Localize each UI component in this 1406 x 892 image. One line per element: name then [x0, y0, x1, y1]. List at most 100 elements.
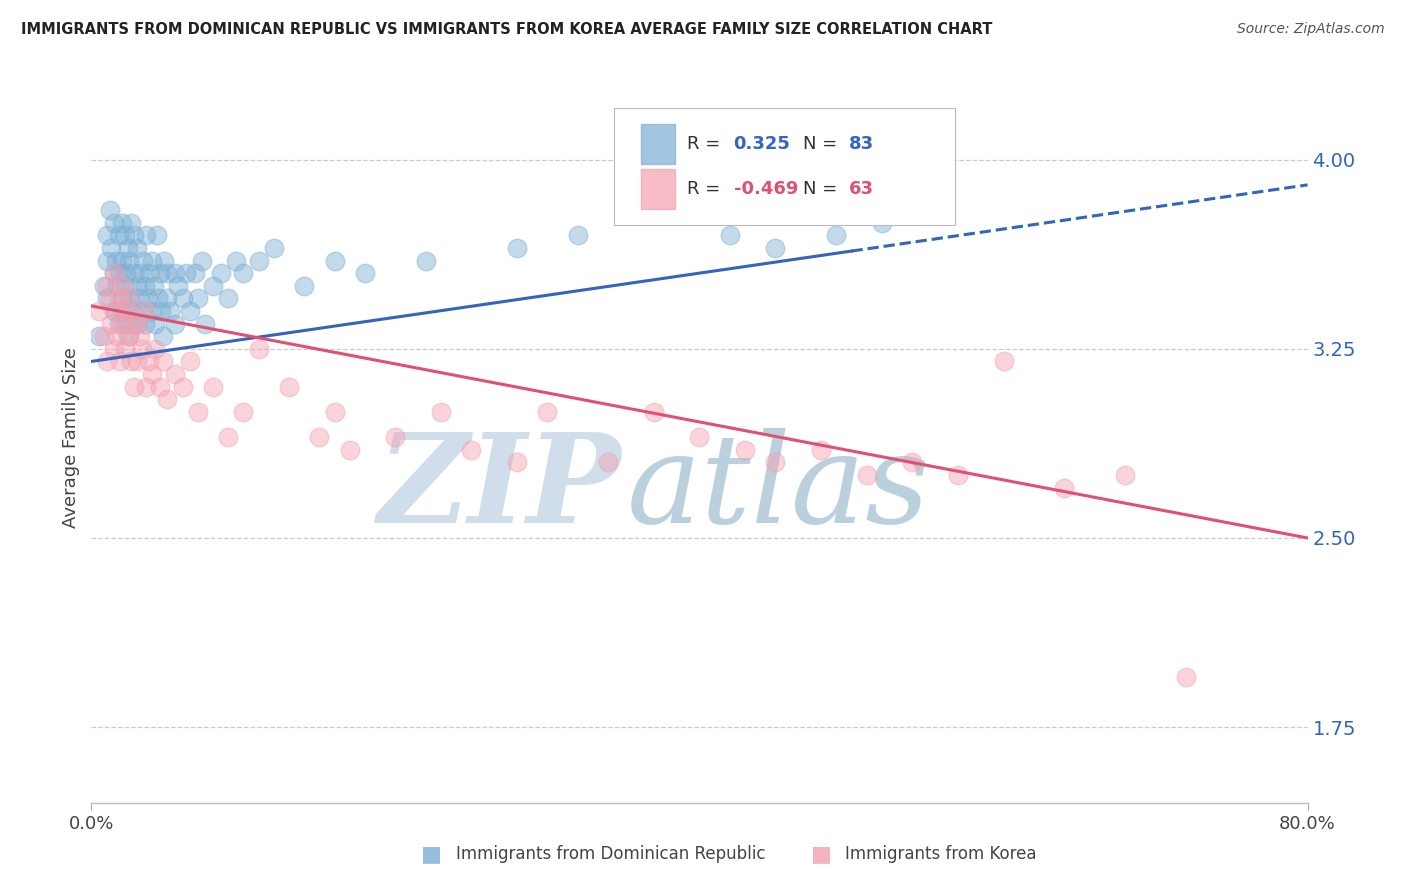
- Point: [506, 455, 529, 469]
- Point: [125, 317, 148, 331]
- Point: [107, 317, 129, 331]
- Point: [1053, 481, 1076, 495]
- Point: [118, 329, 141, 343]
- Point: [202, 379, 225, 393]
- Point: [122, 266, 145, 280]
- Point: [125, 317, 148, 331]
- Point: [135, 379, 157, 393]
- Point: [263, 241, 285, 255]
- Point: [110, 354, 132, 368]
- Point: [143, 342, 166, 356]
- FancyBboxPatch shape: [641, 124, 675, 164]
- Text: ZIP: ZIP: [377, 427, 620, 549]
- Text: N =: N =: [803, 180, 842, 198]
- Point: [308, 430, 330, 444]
- Point: [163, 266, 186, 280]
- Point: [111, 253, 134, 268]
- Point: [100, 317, 122, 331]
- Point: [145, 228, 167, 243]
- Point: [141, 367, 163, 381]
- Point: [191, 253, 214, 268]
- Point: [120, 216, 142, 230]
- Point: [536, 405, 558, 419]
- Point: [120, 354, 142, 368]
- Point: [104, 304, 127, 318]
- Y-axis label: Average Family Size: Average Family Size: [62, 347, 80, 527]
- Point: [718, 228, 741, 243]
- Point: [111, 304, 134, 318]
- Point: [152, 354, 174, 368]
- Text: R =: R =: [688, 136, 727, 153]
- Point: [643, 405, 665, 419]
- Point: [217, 430, 239, 444]
- Point: [159, 304, 181, 318]
- Point: [131, 342, 153, 356]
- Point: [117, 241, 139, 255]
- Point: [430, 405, 453, 419]
- Point: [415, 253, 437, 268]
- Point: [993, 354, 1015, 368]
- Point: [765, 241, 787, 255]
- Point: [187, 405, 209, 419]
- Point: [354, 266, 377, 280]
- Point: [278, 379, 301, 393]
- Point: [114, 228, 136, 243]
- Point: [115, 304, 138, 318]
- Point: [111, 216, 134, 230]
- Point: [128, 291, 150, 305]
- Point: [292, 278, 315, 293]
- Point: [104, 253, 127, 268]
- Point: [156, 266, 179, 280]
- Point: [125, 278, 148, 293]
- Point: [901, 455, 924, 469]
- Point: [810, 442, 832, 457]
- Point: [149, 379, 172, 393]
- Point: [855, 467, 877, 482]
- Point: [134, 278, 156, 293]
- Point: [156, 291, 179, 305]
- Point: [167, 278, 190, 293]
- Point: [339, 442, 361, 457]
- Point: [143, 317, 166, 331]
- Point: [179, 304, 201, 318]
- Point: [232, 405, 254, 419]
- Point: [103, 342, 125, 356]
- Point: [110, 266, 132, 280]
- Point: [122, 379, 145, 393]
- Point: [131, 304, 153, 318]
- Point: [187, 291, 209, 305]
- Point: [225, 253, 247, 268]
- Point: [96, 228, 118, 243]
- Point: [247, 253, 270, 268]
- Point: [179, 354, 201, 368]
- Point: [598, 455, 620, 469]
- Point: [323, 405, 346, 419]
- Point: [111, 291, 134, 305]
- Point: [93, 278, 115, 293]
- Point: [111, 317, 134, 331]
- Point: [87, 329, 110, 343]
- Point: [118, 291, 141, 305]
- Point: [567, 228, 589, 243]
- Point: [122, 228, 145, 243]
- Point: [870, 216, 893, 230]
- Point: [98, 291, 121, 305]
- Point: [105, 329, 128, 343]
- Point: [232, 266, 254, 280]
- Point: [734, 442, 756, 457]
- Point: [115, 317, 138, 331]
- Point: [1174, 670, 1197, 684]
- Point: [1114, 467, 1136, 482]
- Point: [96, 253, 118, 268]
- Point: [172, 379, 194, 393]
- Point: [114, 342, 136, 356]
- Point: [153, 253, 176, 268]
- Point: [135, 228, 157, 243]
- Text: ■: ■: [422, 844, 443, 864]
- Point: [150, 304, 173, 318]
- Text: atlas: atlas: [627, 427, 929, 549]
- Point: [96, 278, 118, 293]
- Point: [103, 266, 125, 280]
- Text: R =: R =: [688, 180, 727, 198]
- Point: [384, 430, 406, 444]
